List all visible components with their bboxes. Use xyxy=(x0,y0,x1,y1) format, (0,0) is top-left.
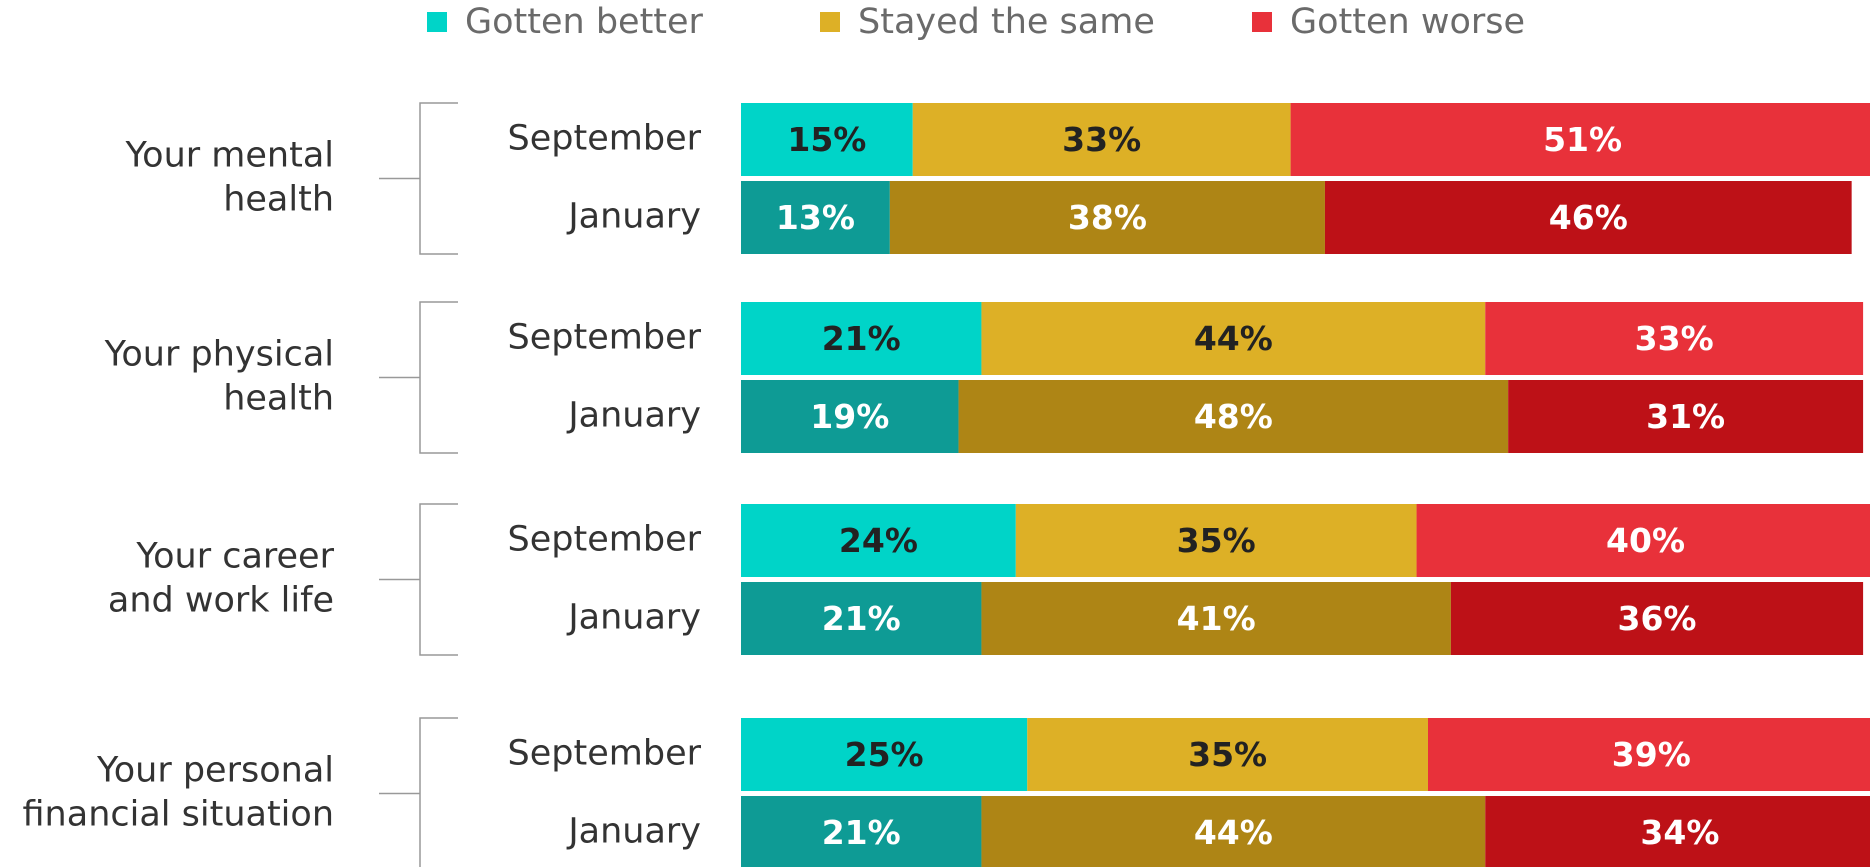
bar-segment xyxy=(958,380,1509,453)
value-label: 44% xyxy=(1194,319,1273,358)
value-label: 34% xyxy=(1640,813,1719,852)
bar-segment xyxy=(1015,504,1417,577)
bar-segment xyxy=(1428,718,1870,791)
group-label: financial situation xyxy=(23,795,334,835)
value-label: 46% xyxy=(1549,198,1628,237)
bracket xyxy=(379,717,458,867)
legend-label: Stayed the same xyxy=(858,2,1155,42)
value-label: 39% xyxy=(1612,735,1691,774)
value-label: 15% xyxy=(787,120,866,159)
row-label: September xyxy=(508,119,702,159)
bar-segment xyxy=(1508,380,1864,453)
row-label: January xyxy=(566,598,701,638)
bar-segment xyxy=(889,181,1325,254)
bar-segment xyxy=(1290,103,1870,176)
bracket xyxy=(379,102,458,255)
group-label: Your personal xyxy=(96,751,334,791)
bar-segment xyxy=(1485,796,1870,867)
bar-segment xyxy=(981,796,1486,867)
bar-segment xyxy=(1485,302,1864,375)
bar-segment xyxy=(741,582,982,655)
value-label: 21% xyxy=(822,813,901,852)
bar-segment xyxy=(1450,582,1864,655)
value-label: 24% xyxy=(839,521,918,560)
value-label: 13% xyxy=(776,198,855,237)
value-label: 21% xyxy=(822,599,901,638)
row-label: September xyxy=(508,734,702,774)
legend-swatch xyxy=(1252,12,1272,32)
value-label: 44% xyxy=(1194,813,1273,852)
value-label: 19% xyxy=(810,397,889,436)
group-label: health xyxy=(223,379,334,419)
bar-segment xyxy=(741,302,982,375)
legend-label: Gotten better xyxy=(465,2,704,42)
bar-segment xyxy=(981,582,1451,655)
bar-segment xyxy=(741,380,959,453)
value-label: 31% xyxy=(1646,397,1725,436)
bar-segment xyxy=(741,504,1016,577)
bar-segment xyxy=(912,103,1291,176)
value-label: 41% xyxy=(1177,599,1256,638)
value-label: 33% xyxy=(1062,120,1141,159)
bar-segment xyxy=(741,181,890,254)
value-label: 51% xyxy=(1543,120,1622,159)
value-label: 35% xyxy=(1188,735,1267,774)
value-label: 21% xyxy=(822,319,901,358)
row-label: January xyxy=(566,396,701,436)
value-label: 33% xyxy=(1635,319,1714,358)
legend-label: Gotten worse xyxy=(1290,2,1525,42)
bracket xyxy=(379,301,458,454)
row-label: September xyxy=(508,318,702,358)
bar-segment xyxy=(1027,718,1428,791)
row-label: January xyxy=(566,812,701,852)
group-label: Your physical xyxy=(104,335,334,375)
row-label: January xyxy=(566,197,701,237)
bar-segment xyxy=(981,302,1486,375)
group-label: Your career xyxy=(135,537,334,577)
value-label: 35% xyxy=(1177,521,1256,560)
bar-segment xyxy=(741,103,913,176)
bar-segment xyxy=(741,718,1028,791)
value-label: 48% xyxy=(1194,397,1273,436)
group-label: health xyxy=(223,180,334,220)
group-label: and work life xyxy=(108,581,334,621)
row-label: September xyxy=(508,520,702,560)
bar-segment xyxy=(741,796,982,867)
bracket xyxy=(379,503,458,656)
bar-segment xyxy=(1416,504,1870,577)
bar-segment xyxy=(1324,181,1852,254)
group-label: Your mental xyxy=(124,136,334,176)
value-label: 40% xyxy=(1606,521,1685,560)
legend-swatch xyxy=(820,12,840,32)
legend-swatch xyxy=(427,12,447,32)
value-label: 38% xyxy=(1068,198,1147,237)
value-label: 36% xyxy=(1618,599,1697,638)
value-label: 25% xyxy=(845,735,924,774)
